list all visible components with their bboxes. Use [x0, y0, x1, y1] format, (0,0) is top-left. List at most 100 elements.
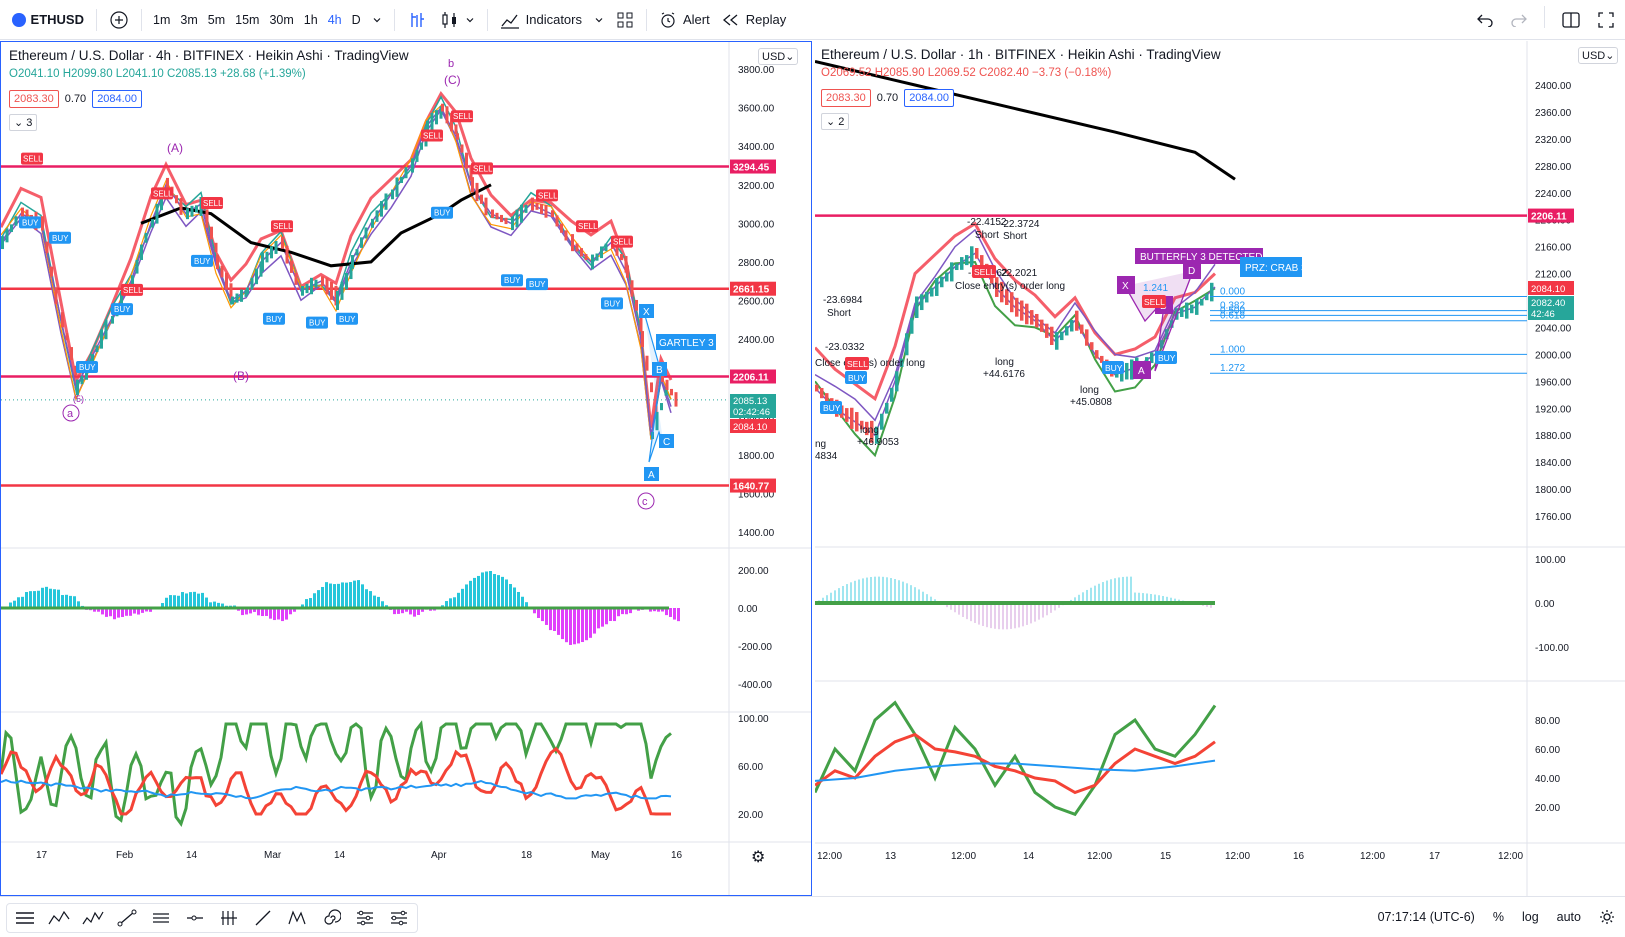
buy-price-button[interactable]: 2084.00	[92, 90, 142, 108]
interval-3m[interactable]: 3m	[180, 12, 198, 27]
oscillator-bar	[625, 608, 628, 615]
buy-signal-tag	[431, 206, 453, 219]
heikin-ashi-candle	[639, 312, 643, 332]
symbol-search-button[interactable]: ETHUSD	[6, 6, 90, 34]
heikin-ashi-candle	[935, 278, 939, 296]
buy-signal-tag	[263, 312, 285, 325]
horizontal-ray-tool[interactable]	[183, 906, 207, 930]
trend-line-tool[interactable]	[115, 906, 139, 930]
elliott-abc-tool[interactable]	[47, 906, 71, 930]
interval-dropdown[interactable]	[366, 6, 388, 34]
oscillator-bar	[221, 603, 224, 608]
chart-type-button[interactable]	[433, 6, 481, 34]
sell-signal-label: SELL	[203, 199, 223, 208]
elliott-impulse-tool[interactable]	[81, 906, 105, 930]
heikin-ashi-candle	[445, 106, 449, 124]
log-scale-toggle[interactable]: log	[1521, 910, 1539, 924]
clock-label[interactable]: 07:17:14 (UTC-6)	[1377, 910, 1475, 924]
currency-label: USD	[762, 51, 786, 63]
auto-scale-toggle[interactable]: auto	[1556, 910, 1581, 924]
undo-button[interactable]	[1470, 6, 1500, 34]
templates-button[interactable]	[610, 6, 640, 34]
pattern-point-label: D	[1188, 266, 1195, 277]
interval-1h[interactable]: 1h	[303, 12, 318, 27]
heikin-ashi-candle	[990, 273, 994, 284]
currency-button[interactable]: USD⌄	[1578, 47, 1619, 64]
indicators-collapse-button[interactable]: ⌄ 2	[821, 113, 850, 130]
price-tick-label: 2360.00	[1535, 108, 1572, 119]
heikin-ashi-candle	[495, 212, 499, 220]
xabcd-pattern-tool[interactable]	[285, 906, 309, 930]
redo-button[interactable]	[1504, 6, 1534, 34]
oscillator-bar	[45, 586, 48, 608]
oscillator-bar	[565, 608, 568, 643]
parallel-channel-tool[interactable]	[149, 906, 173, 930]
heikin-ashi-candle	[179, 198, 183, 215]
indicators-collapse-button[interactable]: ⌄ 3	[9, 114, 38, 131]
vertical-lines-tool[interactable]	[217, 906, 241, 930]
alert-label: Alert	[683, 12, 710, 27]
oscillator-bar	[397, 608, 400, 614]
fullscreen-button[interactable]	[1591, 6, 1621, 34]
oscillator-bar	[265, 608, 268, 616]
interval-30m[interactable]: 30m	[269, 12, 294, 27]
chart-pane-1h[interactable]: 2400.002360.002320.002280.002240.002200.…	[815, 41, 1625, 896]
ohlc-change: +28.68 (+1.39%)	[220, 68, 306, 80]
indicators-button[interactable]: Indicators	[494, 6, 588, 34]
currency-button[interactable]: USD⌄	[758, 48, 799, 65]
replay-label: Replay	[745, 12, 787, 27]
interval-d[interactable]: D	[351, 12, 361, 27]
heikin-ashi-candle	[1115, 371, 1119, 378]
oscillator-bar	[393, 608, 396, 615]
price-tick-label: 1600.00	[738, 489, 775, 500]
oscillator-bar	[57, 589, 60, 608]
sell-price-button[interactable]: 2083.30	[821, 89, 871, 107]
settings-gear-icon[interactable]	[1599, 909, 1615, 925]
heikin-ashi-candle	[491, 209, 494, 218]
alert-button[interactable]: Alert	[653, 6, 716, 34]
oscillator-bar	[281, 608, 284, 622]
sell-signal-tag	[845, 357, 869, 370]
buy-signal-tag	[49, 231, 71, 244]
rsi-baseline	[815, 759, 1216, 782]
oscillator-bar	[129, 608, 132, 616]
oscillator-bar	[509, 584, 512, 608]
layout-button[interactable]	[1555, 6, 1587, 34]
chart-canvas-1h[interactable]: 2400.002360.002320.002280.002240.002200.…	[815, 41, 1625, 896]
ema-line	[1, 108, 672, 439]
interval-5m[interactable]: 5m	[207, 12, 226, 27]
pattern-point-bg	[644, 467, 659, 481]
compare-symbol-button[interactable]	[103, 6, 135, 34]
oscillator-bar	[33, 591, 36, 608]
settings-lines-tool[interactable]	[387, 906, 411, 930]
wave-label: (A)	[167, 141, 183, 155]
percent-scale-toggle[interactable]: %	[1492, 910, 1504, 924]
oscillator-bar	[629, 608, 632, 614]
oscillator-bar	[9, 602, 12, 608]
chart-canvas-4h[interactable]: 3800.003600.003400.003200.003000.002800.…	[1, 42, 811, 895]
heikin-ashi-candle	[940, 276, 944, 288]
buy-price-button[interactable]: 2084.00	[904, 89, 954, 107]
buy-signal-label: BUY	[52, 234, 69, 243]
heikin-ashi-candle	[1125, 362, 1129, 380]
heikin-ashi-candle	[1130, 359, 1134, 380]
sell-price-button[interactable]: 2083.30	[9, 90, 59, 108]
ray-tool[interactable]	[251, 906, 275, 930]
rsi-tick-label: 60.00	[1535, 745, 1560, 756]
heikin-ashi-candle	[604, 243, 608, 252]
interval-4h[interactable]: 4h	[327, 12, 342, 27]
heikin-ashi-candle	[255, 268, 258, 285]
compare-intervals-button[interactable]	[401, 6, 433, 34]
menu-lines-tool[interactable]	[13, 906, 37, 930]
sliders-tool[interactable]	[353, 906, 377, 930]
ohlc-change: −3.73 (−0.18%)	[1032, 67, 1112, 79]
replay-button[interactable]: Replay	[716, 6, 792, 34]
oscillator-bar	[505, 579, 508, 608]
indicators-dropdown[interactable]	[588, 6, 610, 34]
fib-spiral-tool[interactable]	[319, 906, 343, 930]
heikin-ashi-candle	[270, 246, 273, 259]
heikin-ashi-candle	[544, 204, 548, 218]
chart-pane-4h[interactable]: 3800.00 3600.00 3400.00 3200.00 3000.00 2800.…	[0, 41, 812, 896]
interval-1m[interactable]: 1m	[153, 12, 171, 27]
interval-15m[interactable]: 15m	[235, 12, 260, 27]
